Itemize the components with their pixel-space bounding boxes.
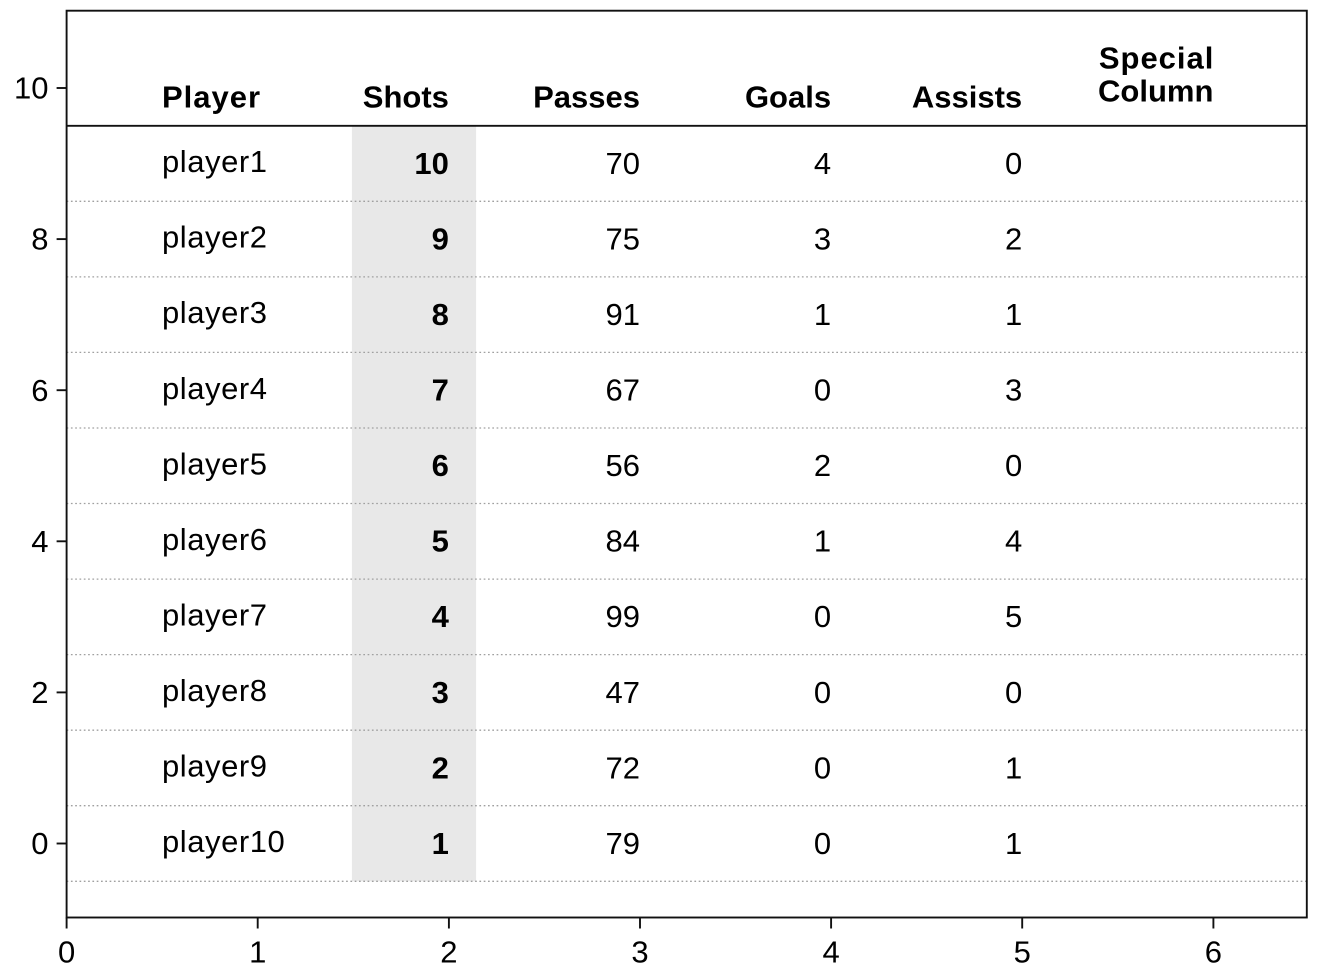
svg-text:0: 0 (814, 599, 831, 634)
svg-text:9: 9 (432, 222, 449, 257)
svg-text:player10: player10 (162, 824, 285, 859)
svg-text:player8: player8 (162, 673, 268, 708)
svg-text:4: 4 (31, 524, 48, 559)
svg-text:0: 0 (1005, 448, 1022, 483)
svg-text:player7: player7 (162, 598, 268, 633)
svg-text:0: 0 (814, 826, 831, 861)
svg-text:Shots: Shots (363, 80, 449, 115)
svg-text:79: 79 (606, 826, 640, 861)
svg-text:91: 91 (606, 297, 640, 332)
svg-text:2: 2 (1005, 222, 1022, 257)
svg-text:8: 8 (31, 222, 48, 257)
svg-text:1: 1 (1005, 750, 1022, 785)
svg-text:3: 3 (814, 222, 831, 257)
svg-text:2: 2 (31, 675, 48, 710)
svg-text:1: 1 (814, 297, 831, 332)
svg-text:10: 10 (14, 71, 48, 106)
svg-text:6: 6 (432, 448, 449, 483)
svg-text:player1: player1 (162, 144, 268, 179)
svg-text:0: 0 (31, 826, 48, 861)
svg-text:Goals: Goals (745, 80, 831, 115)
svg-text:player4: player4 (162, 371, 268, 406)
svg-text:2: 2 (440, 934, 457, 969)
svg-text:56: 56 (606, 448, 640, 483)
svg-text:6: 6 (1205, 934, 1222, 969)
svg-text:player6: player6 (162, 522, 268, 557)
svg-text:99: 99 (606, 599, 640, 634)
svg-text:5: 5 (1005, 599, 1022, 634)
svg-text:67: 67 (606, 373, 640, 408)
svg-text:Player: Player (162, 80, 261, 115)
svg-text:84: 84 (606, 524, 640, 559)
svg-text:1: 1 (249, 934, 266, 969)
svg-text:player2: player2 (162, 220, 268, 255)
svg-text:0: 0 (1005, 675, 1022, 710)
svg-text:1: 1 (814, 524, 831, 559)
svg-text:3: 3 (631, 934, 648, 969)
svg-text:player5: player5 (162, 446, 268, 481)
svg-text:5: 5 (1014, 934, 1031, 969)
svg-text:10: 10 (414, 146, 448, 181)
svg-text:Column: Column (1098, 73, 1213, 108)
svg-text:4: 4 (822, 934, 839, 969)
svg-text:75: 75 (606, 222, 640, 257)
svg-text:0: 0 (814, 750, 831, 785)
svg-text:0: 0 (814, 373, 831, 408)
svg-text:0: 0 (814, 675, 831, 710)
svg-text:7: 7 (432, 373, 449, 408)
svg-text:4: 4 (1005, 524, 1022, 559)
svg-text:player3: player3 (162, 295, 268, 330)
svg-text:1: 1 (432, 826, 449, 861)
svg-text:Assists: Assists (912, 80, 1022, 115)
svg-text:5: 5 (432, 524, 449, 559)
svg-text:8: 8 (432, 297, 449, 332)
svg-text:Special: Special (1099, 41, 1215, 76)
svg-text:2: 2 (814, 448, 831, 483)
svg-text:player9: player9 (162, 749, 268, 784)
svg-text:47: 47 (606, 675, 640, 710)
svg-text:1: 1 (1005, 826, 1022, 861)
svg-text:2: 2 (432, 750, 449, 785)
svg-text:4: 4 (432, 599, 450, 634)
svg-text:72: 72 (606, 750, 640, 785)
svg-text:70: 70 (606, 146, 640, 181)
svg-text:0: 0 (58, 934, 75, 969)
svg-text:Passes: Passes (533, 80, 640, 115)
svg-text:4: 4 (814, 146, 831, 181)
svg-text:6: 6 (31, 373, 48, 408)
svg-text:3: 3 (432, 675, 449, 710)
svg-text:1: 1 (1005, 297, 1022, 332)
svg-text:0: 0 (1005, 146, 1022, 181)
svg-text:3: 3 (1005, 373, 1022, 408)
